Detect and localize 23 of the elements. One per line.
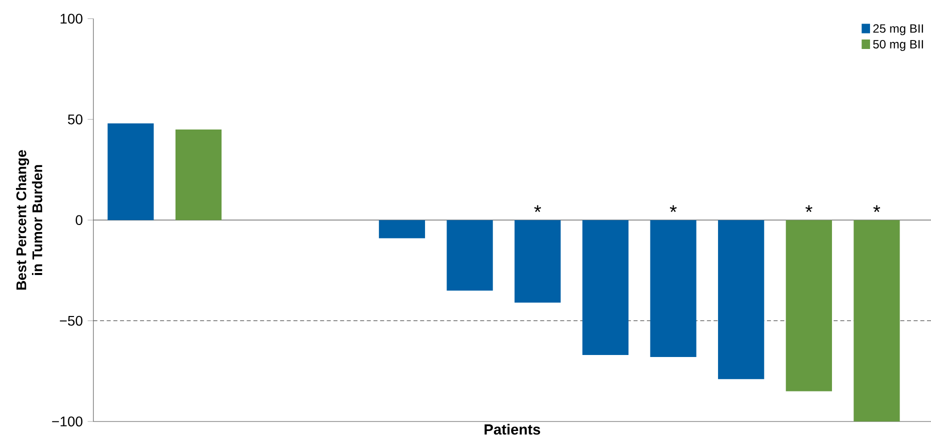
- y-tick-label: 50: [68, 114, 82, 124]
- bar: [650, 220, 696, 357]
- legend-label: 25 mg BII: [873, 24, 923, 36]
- y-tick-label: −50: [60, 316, 82, 326]
- data-label: *: [873, 205, 880, 212]
- y-tick-label: −100: [52, 416, 82, 426]
- y-tick-label: 100: [60, 14, 82, 24]
- bar: [175, 129, 222, 220]
- data-label: *: [534, 205, 542, 212]
- y-tick-label: 0: [76, 215, 82, 225]
- data-label: *: [805, 205, 812, 212]
- bar: [854, 220, 900, 422]
- bar: [446, 220, 493, 290]
- data-label: *: [670, 205, 677, 212]
- x-axis-title: Patients: [484, 424, 540, 435]
- bar: [378, 220, 426, 238]
- bar: [786, 220, 832, 392]
- y-axis-title: Best Percent Change in Tumor Burden: [16, 150, 42, 290]
- bar: [514, 220, 561, 303]
- bar: [582, 220, 629, 355]
- bar: [718, 220, 764, 380]
- bar: [108, 123, 154, 220]
- legend-label: 50 mg BII: [873, 40, 923, 51]
